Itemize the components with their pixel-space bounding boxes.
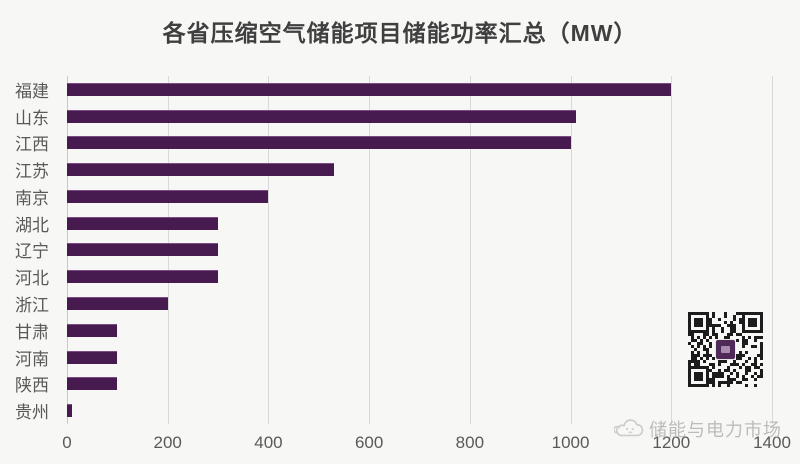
x-axis-tick-label: 600 xyxy=(354,433,384,452)
chart-title: 各省压缩空气储能项目储能功率汇总（MW） xyxy=(162,20,638,46)
qr-logo-glyph-icon xyxy=(721,346,730,353)
bar-row xyxy=(67,76,772,103)
bar-山东 xyxy=(67,109,576,123)
bar-row xyxy=(67,344,772,371)
bar-浙江 xyxy=(67,297,168,310)
watermark-text: 储能与电力市场 xyxy=(649,420,782,440)
bar-南京 xyxy=(67,189,269,203)
bar-辽宁 xyxy=(67,243,219,257)
bar-江苏 xyxy=(67,163,334,177)
y-axis-label: 陕西 xyxy=(15,376,49,396)
bar-甘肃 xyxy=(67,323,118,337)
y-axis-label: 河南 xyxy=(15,349,49,369)
x-axis-tick-label: 800 xyxy=(455,433,485,452)
bar-河北 xyxy=(67,270,219,284)
y-axis-label: 甘肃 xyxy=(15,322,49,342)
bar-row xyxy=(67,156,772,183)
bar-row xyxy=(67,103,772,130)
bar-row xyxy=(67,237,772,264)
bar-row xyxy=(67,317,772,344)
bar-row xyxy=(67,290,772,317)
gridline xyxy=(671,76,673,424)
y-axis-label: 南京 xyxy=(15,188,49,208)
x-axis-labels: 0 200 400 600 800 1000 1200 1400 xyxy=(62,433,791,455)
bar-湖北 xyxy=(67,216,219,230)
y-axis-label: 江西 xyxy=(15,135,49,155)
y-axis-label: 浙江 xyxy=(15,296,49,315)
y-axis-label: 湖北 xyxy=(15,215,49,235)
bar-row xyxy=(67,263,772,290)
bar-河南 xyxy=(67,350,118,364)
bar-row xyxy=(67,130,772,157)
gridline xyxy=(268,76,270,424)
y-axis-label: 河北 xyxy=(15,269,49,289)
bar-贵州 xyxy=(67,404,73,418)
y-axis-label: 贵州 xyxy=(15,403,49,423)
y-axis-label: 辽宁 xyxy=(15,242,49,262)
x-axis-tick-label: 400 xyxy=(254,433,283,452)
y-axis-label: 福建 xyxy=(15,81,49,101)
x-axis-tick-label: 200 xyxy=(153,433,182,452)
x-axis-tick-label: 1400 xyxy=(753,433,791,452)
qr-code xyxy=(688,312,763,387)
plot-area xyxy=(67,76,773,424)
bar-row xyxy=(67,397,772,424)
bar-row xyxy=(67,370,772,397)
bar-江西 xyxy=(67,136,571,150)
x-axis-tick-label: 0 xyxy=(62,433,72,452)
x-axis-tick-label: 1200 xyxy=(652,433,691,452)
gridline xyxy=(570,76,572,424)
y-axis-labels: 福建山东江西江苏南京湖北辽宁河北浙江甘肃河南陕西贵州 xyxy=(0,76,59,424)
qr-center-logo xyxy=(715,339,736,360)
bar-陕西 xyxy=(67,377,118,391)
bar-row xyxy=(67,183,772,210)
y-axis-label: 江苏 xyxy=(15,162,49,182)
bar-series xyxy=(67,76,772,424)
gridline xyxy=(772,76,773,424)
watermark: 储能与电力市场 xyxy=(614,416,782,442)
bar-福建 xyxy=(67,82,672,96)
cloud-mascot-icon xyxy=(614,419,644,437)
gridline xyxy=(469,76,471,424)
x-axis-tick-label: 1000 xyxy=(551,433,590,452)
y-axis-label: 山东 xyxy=(15,108,49,128)
gridline xyxy=(369,76,371,424)
bar-row xyxy=(67,210,772,237)
